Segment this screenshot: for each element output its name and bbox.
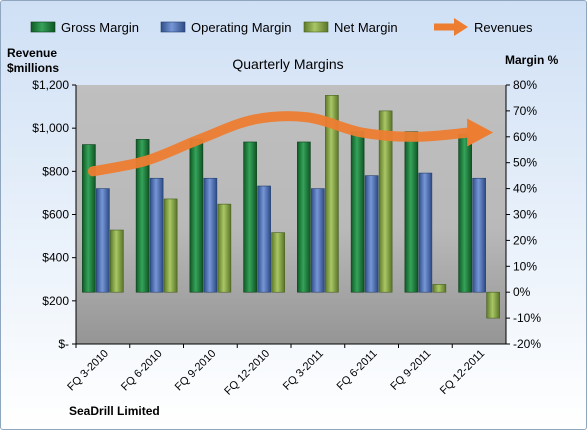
legend-swatch-2: [303, 21, 329, 33]
left-tick-label-3: $600: [42, 208, 69, 222]
bar-net-margin-4: [325, 95, 339, 293]
x-tick-label-1: FQ 6-2010: [119, 348, 165, 394]
x-tick-label-2: FQ 9-2010: [173, 348, 219, 394]
bar-net-margin-6: [432, 284, 447, 293]
left-tick-label-1: $200: [42, 294, 69, 308]
bar-operating-margin-2: [203, 177, 218, 293]
bar-gross-margin-4: [297, 141, 311, 293]
legend-label-3: Revenues: [474, 20, 533, 35]
right-tick-label-2: 0%: [513, 285, 531, 299]
bar-gross-margin-6: [404, 131, 419, 293]
bar-operating-margin-6: [418, 172, 433, 293]
x-tick-label-5: FQ 6-2011: [335, 348, 380, 393]
chart-title: Quarterly Margins: [232, 56, 343, 72]
x-tick-label-3: FQ 12-2010: [222, 348, 272, 398]
revenue-line-arrowhead: [467, 118, 494, 147]
legend-swatch-0: [30, 21, 56, 33]
left-tick-label-5: $1,000: [32, 121, 69, 135]
right-tick-label-7: 50%: [513, 156, 537, 170]
bar-gross-margin-3: [243, 141, 257, 293]
bar-gross-margin-2: [189, 139, 204, 293]
bar-operating-margin-0: [96, 188, 110, 293]
left-tick-label-6: $1,200: [32, 78, 69, 92]
bar-gross-margin-7: [458, 133, 472, 293]
bar-operating-margin-7: [472, 177, 486, 293]
bar-net-margin-7: [486, 291, 500, 319]
right-axis-label: Margin %: [505, 53, 559, 67]
legend-label-1: Operating Margin: [191, 20, 291, 35]
legend-swatch-arrow-3: [454, 18, 468, 36]
right-tick-label-6: 40%: [513, 182, 537, 196]
left-axis-label-line2: $millions: [7, 61, 59, 75]
bar-gross-margin-1: [135, 139, 150, 293]
left-tick-label-4: $800: [42, 164, 69, 178]
right-tick-label-3: 10%: [513, 259, 537, 273]
right-tick-label-0: -20%: [513, 337, 541, 351]
legend: Gross Margin Operating Margin Net Margin Re…: [30, 18, 533, 36]
legend-swatch-1: [160, 21, 186, 33]
left-tick-label-0: $-: [58, 337, 69, 351]
x-tick-label-7: FQ 12-2011: [438, 348, 487, 397]
bar-net-margin-3: [271, 232, 285, 293]
bar-net-margin-2: [217, 203, 232, 293]
right-tick-label-1: -10%: [513, 311, 541, 325]
right-tick-label-10: 80%: [513, 78, 537, 92]
left-axis-label-line1: Revenue: [7, 46, 57, 60]
bar-net-margin-1: [163, 198, 178, 293]
bars-layer: [82, 95, 500, 319]
bar-operating-margin-4: [311, 188, 325, 293]
right-tick-label-9: 70%: [513, 104, 537, 118]
revenue-line: [87, 111, 475, 177]
bar-net-margin-5: [378, 110, 393, 293]
bar-gross-margin-0: [82, 144, 96, 293]
right-tick-label-5: 30%: [513, 208, 537, 222]
line-layer: [87, 111, 494, 177]
x-tick-label-6: FQ 9-2011: [388, 348, 433, 393]
right-tick-label-8: 60%: [513, 130, 537, 144]
bar-operating-margin-1: [149, 177, 164, 293]
x-tick-label-0: FQ 3-2010: [65, 348, 111, 394]
legend-label-0: Gross Margin: [61, 20, 139, 35]
bar-gross-margin-5: [350, 131, 365, 293]
legend-label-2: Net Margin: [334, 20, 398, 35]
company-label: SeaDrill Limited: [69, 404, 160, 418]
bar-operating-margin-5: [364, 175, 379, 293]
x-tick-label-4: FQ 3-2011: [281, 348, 326, 393]
bar-net-margin-0: [110, 229, 124, 293]
left-tick-label-2: $400: [42, 251, 69, 265]
bar-operating-margin-3: [257, 185, 271, 293]
right-tick-label-4: 20%: [513, 233, 537, 247]
